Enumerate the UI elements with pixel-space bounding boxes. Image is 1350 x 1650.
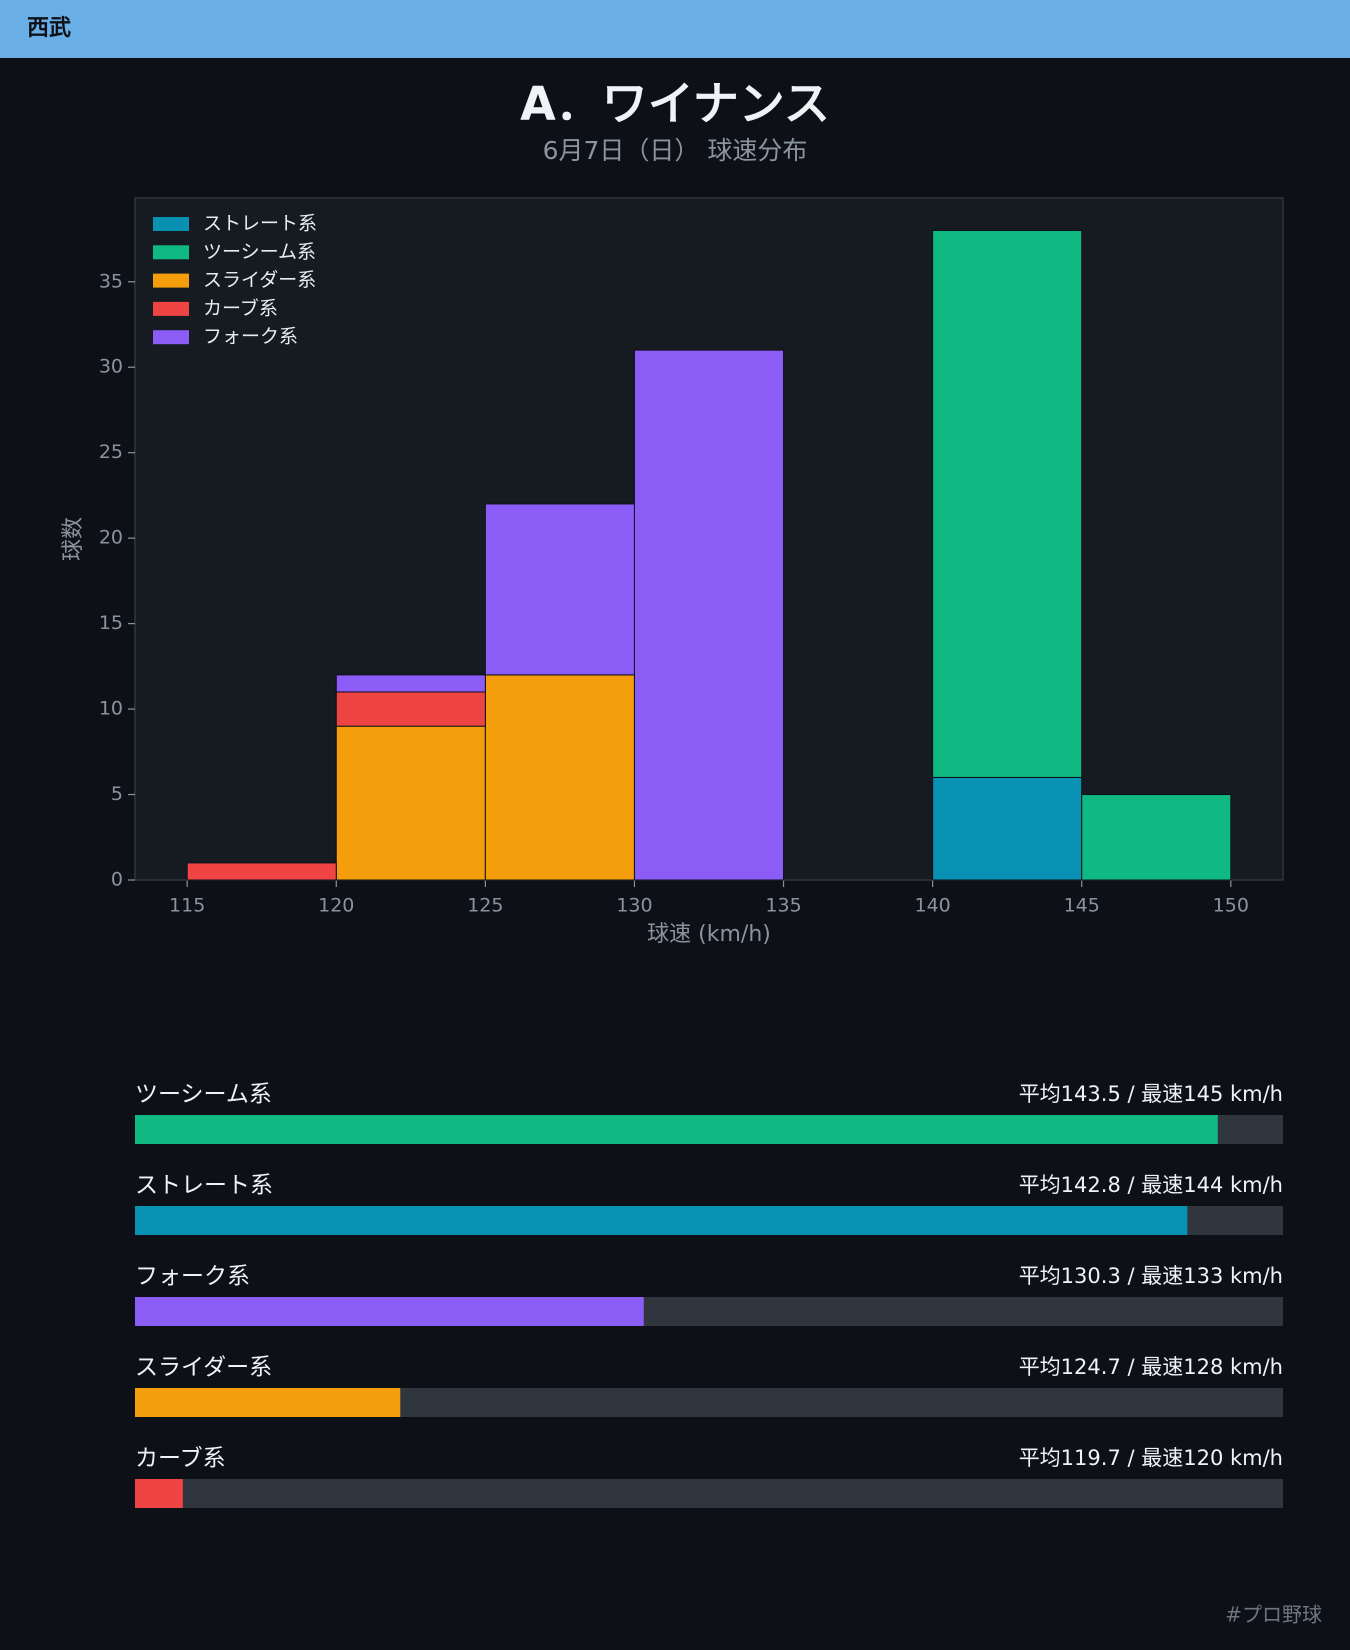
x-tick-label: 140: [915, 895, 951, 917]
x-tick-label: 125: [467, 895, 503, 917]
y-tick-label: 10: [99, 698, 123, 720]
y-axis-label: 球数: [61, 517, 86, 561]
hashtag: #プロ野球: [1225, 1603, 1322, 1627]
pitch-name: カーブ系: [135, 1446, 226, 1472]
y-tick-label: 20: [99, 527, 123, 549]
pitch-name: ストレート系: [135, 1173, 273, 1199]
legend-label: ストレート系: [203, 213, 317, 235]
pitch-name: スライダー系: [135, 1355, 272, 1381]
team-name: 西武: [27, 16, 71, 41]
header-bar: [0, 0, 1350, 58]
legend-label: スライダー系: [203, 269, 316, 291]
pitch-name: フォーク系: [135, 1264, 250, 1290]
speed-bar: [135, 1115, 1218, 1144]
histogram-bar: [335, 674, 486, 693]
legend-label: フォーク系: [203, 326, 298, 348]
speed-track: [135, 1479, 1283, 1508]
x-tick-label: 130: [616, 895, 652, 917]
legend-label: カーブ系: [203, 296, 278, 319]
speed-bar: [135, 1388, 401, 1417]
legend-swatch: [153, 245, 189, 260]
y-tick-label: 30: [99, 356, 123, 378]
y-tick-label: 0: [111, 869, 123, 891]
x-axis-label: 球速 (km/h): [647, 922, 771, 947]
x-tick-label: 120: [318, 895, 354, 917]
pitch-name: ツーシーム系: [135, 1082, 272, 1108]
speed-bar: [135, 1297, 644, 1326]
histogram-bar: [484, 503, 635, 676]
chart-title: A．ワイナンス: [520, 77, 830, 131]
legend-label: ツーシーム系: [203, 241, 316, 263]
histogram-bar: [932, 776, 1083, 881]
histogram-bar: [633, 349, 785, 881]
legend-swatch: [153, 301, 189, 316]
pitch-speed: 平均143.5 / 最速145 km/h: [1019, 1082, 1283, 1106]
histogram-bar: [1081, 794, 1232, 881]
y-tick-label: 25: [99, 441, 123, 463]
x-tick-label: 115: [169, 895, 205, 917]
histogram-bar: [186, 862, 337, 881]
histogram-bar: [335, 725, 486, 881]
legend-swatch: [153, 273, 189, 288]
x-tick-label: 145: [1064, 895, 1100, 917]
legend-swatch: [153, 217, 189, 231]
pitch-speed: 平均124.7 / 最速128 km/h: [1019, 1355, 1283, 1379]
histogram-bar: [484, 674, 635, 881]
x-tick-label: 150: [1213, 895, 1249, 917]
histogram-bar: [932, 229, 1083, 778]
pitch-speed: 平均130.3 / 最速133 km/h: [1019, 1264, 1283, 1288]
y-tick-label: 35: [99, 270, 123, 292]
histogram-bar: [335, 691, 486, 727]
chart-subtitle: 6月7日（日） 球速分布: [543, 136, 808, 165]
speed-bar: [135, 1206, 1188, 1235]
speed-bar: [135, 1479, 183, 1508]
legend-swatch: [153, 330, 189, 345]
x-tick-label: 135: [765, 895, 801, 917]
pitch-speed: 平均119.7 / 最速120 km/h: [1019, 1446, 1283, 1470]
y-tick-label: 15: [99, 612, 123, 634]
y-tick-label: 5: [111, 783, 123, 805]
pitch-speed: 平均142.8 / 最速144 km/h: [1019, 1173, 1283, 1197]
